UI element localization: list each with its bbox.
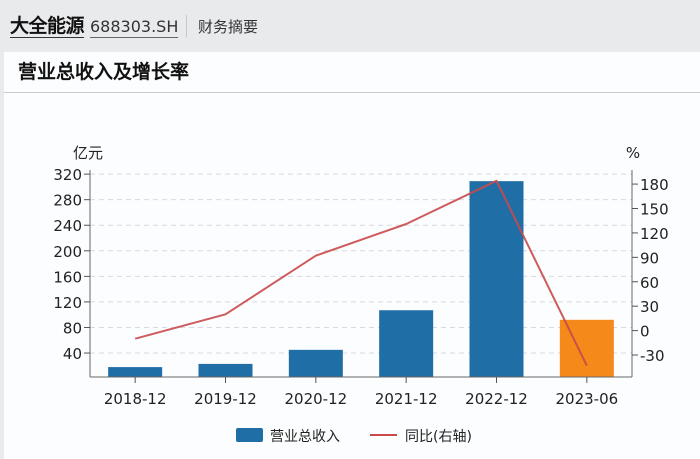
chart-card: 营业总收入及增长率 40 80 120 160 200 240 280 320 -30 0 30 60…: [4, 52, 700, 459]
legend-bar-label: 营业总收入: [270, 429, 340, 445]
top-bar: 大全能源 688303.SH 财务摘要: [0, 0, 700, 50]
bar-2021-12: [379, 310, 434, 377]
stock-code-link[interactable]: 688303.SH: [90, 17, 179, 38]
left-tick-label: 200: [53, 243, 82, 261]
bar-2020-12: [288, 349, 343, 377]
right-tick-label: 120: [640, 225, 669, 243]
legend-line-label: 同比(右轴): [405, 429, 472, 445]
right-tick-label: -30: [640, 347, 665, 365]
growth-line: [134, 179, 588, 367]
x-tick-label: 2020-12: [284, 390, 347, 408]
left-tick-label: 120: [53, 294, 82, 312]
divider: [186, 15, 187, 37]
revenue-chart: 40 80 120 160 200 240 280 320 -30 0 30 60 90 120 150 18…: [53, 144, 669, 445]
section-label: 财务摘要: [198, 18, 259, 36]
x-tick-label: 2023-06: [555, 390, 618, 408]
bar-2019-12: [198, 363, 253, 377]
x-tick-label: 2021-12: [375, 390, 438, 408]
x-tick-label: 2019-12: [194, 390, 257, 408]
card-header: 营业总收入及增长率: [4, 52, 700, 93]
legend-bar-swatch: [236, 428, 263, 442]
left-tick-label: 40: [63, 345, 82, 363]
x-tick-label: 2022-12: [465, 390, 528, 408]
card-title: 营业总收入及增长率: [18, 61, 190, 83]
bar-2022-12: [469, 181, 524, 377]
right-axis-unit: %: [626, 144, 640, 162]
right-tick-label: 150: [640, 201, 669, 219]
right-tick-label: 90: [640, 249, 659, 267]
left-tick-label: 80: [63, 319, 82, 337]
right-tick-label: 180: [640, 176, 669, 194]
right-tick-label: 30: [640, 298, 659, 316]
bar-2018-12: [108, 367, 163, 377]
left-axis-unit: 亿元: [73, 144, 103, 162]
x-tick-label: 2018-12: [104, 390, 167, 408]
left-tick-label: 280: [53, 192, 82, 210]
right-tick-label: 60: [640, 274, 659, 292]
right-tick-label: 0: [640, 323, 650, 341]
left-tick-label: 320: [53, 166, 82, 184]
left-tick-label: 240: [53, 217, 82, 235]
left-tick-label: 160: [53, 268, 82, 286]
company-name-link[interactable]: 大全能源: [10, 15, 85, 38]
